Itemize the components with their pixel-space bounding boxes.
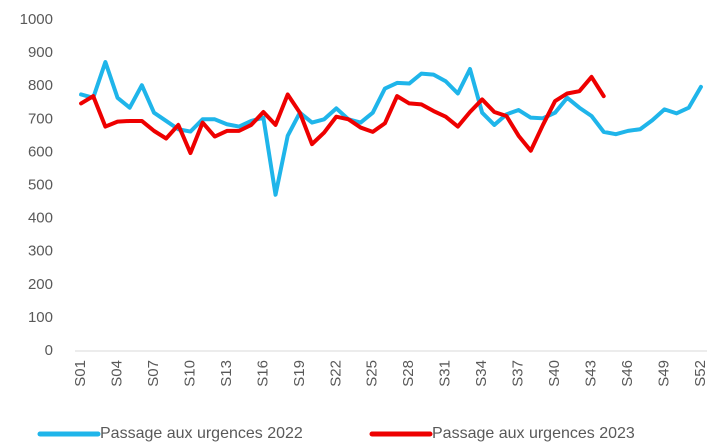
x-tick-label: S43 xyxy=(583,360,600,387)
x-tick-label: S01 xyxy=(72,360,89,387)
x-tick-label: S10 xyxy=(181,360,198,387)
x-tick-label: S31 xyxy=(437,360,454,387)
y-tick-label: 900 xyxy=(28,44,53,61)
y-tick-label: 700 xyxy=(28,110,53,127)
x-tick-label: S22 xyxy=(327,360,344,387)
x-tick-label: S13 xyxy=(218,360,235,387)
y-tick-label: 1000 xyxy=(20,11,53,28)
y-tick-label: 400 xyxy=(28,210,53,227)
series-line xyxy=(79,60,703,197)
x-tick-label: S52 xyxy=(692,360,709,387)
y-tick-label: 600 xyxy=(28,143,53,160)
x-tick-label: S07 xyxy=(145,360,162,387)
x-tick-label: S37 xyxy=(510,360,527,387)
x-tick-label: S34 xyxy=(473,360,490,387)
y-tick-label: 800 xyxy=(28,77,53,94)
y-tick-label: 500 xyxy=(28,176,53,193)
series-line xyxy=(79,74,606,156)
y-tick-label: 0 xyxy=(45,342,53,359)
legend-label: Passage aux urgences 2022 xyxy=(100,425,303,442)
x-tick-label: S40 xyxy=(546,360,563,387)
y-tick-label: 200 xyxy=(28,276,53,293)
y-tick-label: 100 xyxy=(28,309,53,326)
x-tick-label: S04 xyxy=(109,360,126,387)
x-tick-label: S25 xyxy=(364,360,381,387)
x-tick-label: S28 xyxy=(400,360,417,387)
legend: Passage aux urgences 2022 Passage aux urg… xyxy=(37,425,635,442)
x-tick-label: S19 xyxy=(291,360,308,387)
legend-label: Passage aux urgences 2023 xyxy=(432,425,635,442)
y-tick-label: 300 xyxy=(28,243,53,260)
x-tick-label: S49 xyxy=(655,360,672,387)
x-tick-label: S16 xyxy=(254,360,271,387)
x-tick-label: S46 xyxy=(619,360,636,387)
